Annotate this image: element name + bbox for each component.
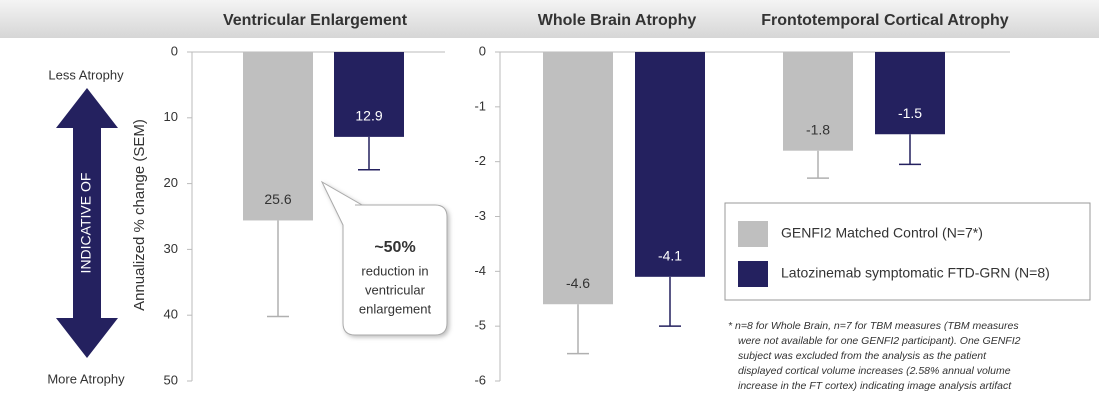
y-tick-label: 20 — [164, 175, 178, 190]
bar — [243, 52, 313, 221]
y-tick-label: 50 — [164, 372, 178, 387]
y-tick-label: -6 — [474, 372, 486, 387]
header-band — [0, 0, 1099, 38]
footnote: were not available for one GENFI2 partic… — [738, 335, 1021, 347]
legend-swatch — [738, 261, 768, 287]
callout-headline: ~50% — [374, 239, 415, 256]
side-label: Less Atrophy — [48, 67, 124, 82]
y-tick-label: 40 — [164, 307, 178, 322]
data-label: -1.8 — [806, 121, 830, 137]
footnote: * n=8 for Whole Brain, n=7 for TBM measu… — [728, 320, 1019, 332]
y-tick-label: 30 — [164, 241, 178, 256]
data-label: -4.6 — [566, 275, 590, 291]
legend-swatch — [738, 221, 768, 247]
footnote: subject was excluded from the analysis a… — [738, 350, 987, 362]
double-arrow — [56, 88, 118, 358]
callout-text: ventricular — [365, 282, 426, 297]
y-axis-label: Annualized % change (SEM) — [131, 119, 148, 311]
data-label: -4.1 — [658, 248, 682, 264]
bar — [783, 52, 853, 151]
side-label: INDICATIVE OF — [78, 173, 94, 274]
error-bar — [659, 276, 681, 327]
legend-label: Latozinemab symptomatic FTD-GRN (N=8) — [781, 265, 1050, 281]
callout-text: enlargement — [359, 301, 432, 316]
bar — [334, 52, 404, 137]
error-bar — [899, 134, 921, 166]
data-label: 12.9 — [355, 108, 382, 124]
y-tick-label: 0 — [171, 43, 178, 58]
error-bar — [358, 136, 380, 171]
y-tick-label: 10 — [164, 109, 178, 124]
side-label: More Atrophy — [47, 371, 125, 386]
chart-title: Whole Brain Atrophy — [538, 12, 697, 29]
y-tick-label: -5 — [474, 318, 486, 333]
bar — [543, 52, 613, 305]
y-tick-label: -3 — [474, 208, 486, 223]
y-tick-label: -1 — [474, 98, 486, 113]
chart-title: Ventricular Enlargement — [223, 12, 408, 29]
callout-text: reduction in — [361, 263, 428, 278]
y-tick-label: 0 — [479, 43, 486, 58]
footnote: increase in the FT cortex) indicating im… — [738, 380, 1012, 392]
y-tick-label: -2 — [474, 153, 486, 168]
error-bar — [267, 220, 289, 318]
bar — [635, 52, 705, 277]
legend-label: GENFI2 Matched Control (N=7*) — [781, 225, 983, 241]
error-bar — [807, 150, 829, 179]
data-label: 25.6 — [264, 191, 291, 207]
error-bar — [567, 304, 589, 355]
bar — [875, 52, 945, 135]
chart-title: Frontotemporal Cortical Atrophy — [761, 12, 1009, 29]
footnote: displayed cortical volume increases (2.5… — [738, 365, 1011, 377]
data-label: -1.5 — [898, 105, 922, 121]
y-tick-label: -4 — [474, 263, 486, 278]
callout-bubble — [320, 180, 448, 336]
legend-box — [724, 202, 1091, 301]
